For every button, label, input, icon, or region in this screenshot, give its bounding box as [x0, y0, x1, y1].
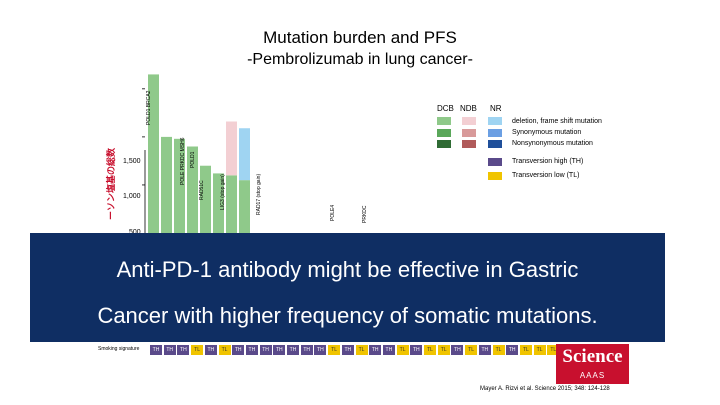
smoking-cell: TH — [245, 345, 258, 355]
bar-dcb-1 — [161, 136, 172, 233]
legend-label-deletion: deletion, frame shift mutation — [512, 118, 602, 125]
bar-dcb-4 — [200, 165, 211, 233]
swatch-transversion-low — [488, 172, 502, 180]
science-logo-text: Science — [562, 346, 623, 367]
swatch-transversion-high — [488, 158, 502, 166]
citation: Mayer A. Rizvi et al. Science 2015; 348:… — [480, 386, 610, 392]
smoking-cell: TH — [506, 345, 519, 355]
smoking-cell: TH — [478, 345, 491, 355]
gene-label-lig3: LIG3 (stop gain) — [220, 174, 226, 210]
smoking-cell: TL — [424, 345, 436, 355]
bar-dcb-5 — [213, 173, 224, 233]
swatch-ndb-synonymous — [462, 129, 476, 137]
swatch-dcb-nonsynonymous — [437, 140, 451, 148]
gene-label-pold1-brca2: POLD1 BRCA2 — [146, 90, 152, 125]
banner-line-2: Cancer with higher frequency of somatic … — [97, 303, 598, 328]
swatch-dcb-deletion — [437, 117, 451, 125]
smoking-cell: TH — [369, 345, 382, 355]
smoking-cell: TH — [314, 345, 327, 355]
swatch-nr-nonsynonymous — [488, 140, 502, 148]
banner-line-1: Anti-PD-1 antibody might be effective in… — [116, 257, 579, 282]
y-tick-1500: 1,500 — [123, 158, 141, 165]
legend-label-transversion-high: Transversion high (TH) — [512, 158, 584, 165]
smoking-cell: TH — [177, 345, 190, 355]
smoking-cell: TL — [396, 345, 409, 355]
smoking-cell: TH — [382, 345, 395, 355]
gene-label-pole-prkdc-msh6: POLE PRKDC MSH6 — [180, 137, 186, 185]
swatch-nr-deletion — [488, 117, 502, 125]
smoking-cell: TH — [259, 345, 272, 355]
smoking-cell: TL — [355, 345, 368, 355]
y-tick-500: 500 — [129, 229, 141, 236]
gene-label-pole4: POLE4 — [330, 204, 336, 221]
smoking-cell: TH — [341, 345, 354, 355]
y-axis-label: ーソン塩基の総数 — [106, 147, 116, 220]
science-logo-sub: AAAS — [579, 371, 606, 380]
smoking-cell: TL — [492, 345, 505, 355]
legend-label-nonsynonymous: Nonsynonymous mutation — [512, 140, 593, 147]
smoking-cell: TH — [410, 345, 423, 355]
smoking-cell: TH — [287, 345, 299, 355]
smoking-cell: TH — [232, 345, 245, 355]
legend-label-synonymous: Synonymous mutation — [512, 129, 582, 136]
gene-label-rad17: RAD17 (stop gain) — [256, 173, 262, 215]
bar-dcb-0 — [148, 74, 159, 234]
smoking-cell: TH — [451, 345, 464, 355]
bar-ndb-6 — [226, 121, 237, 176]
bar-dcb-2 — [174, 138, 185, 233]
smoking-cell: TH — [150, 345, 162, 355]
bar-nr-7 — [239, 128, 250, 181]
smoking-cell: TH — [300, 345, 313, 355]
bar-dcb-6 — [226, 175, 237, 233]
gene-label-rad51c: RAD51C — [199, 180, 205, 200]
message-banner — [30, 233, 665, 342]
smoking-cell: TL — [437, 345, 450, 355]
smoking-cell: TH — [163, 345, 176, 355]
legend-col-ndb: NDB — [460, 104, 477, 113]
swatch-ndb-nonsynonymous — [462, 140, 476, 148]
swatch-ndb-deletion — [462, 117, 476, 125]
gene-label-pold1: POLD1 — [190, 151, 196, 168]
gene-label-prkdc: PRKDC — [362, 205, 368, 223]
smoking-cell: TH — [273, 345, 286, 355]
smoking-cell: TL — [519, 345, 532, 355]
smoking-cell: TL — [547, 345, 560, 355]
chart-title: Mutation burden and PFS — [263, 28, 457, 47]
legend-label-transversion-low: Transversion low (TL) — [512, 172, 580, 179]
smoking-cell: TL — [533, 345, 546, 355]
science-logo: Science AAAS — [556, 344, 629, 384]
smoking-cell: TL — [465, 345, 478, 355]
bar-dcb-3 — [187, 146, 198, 233]
legend-col-nr: NR — [490, 104, 502, 113]
y-tick-1000: 1,000 — [123, 193, 141, 200]
legend-col-dcb: DCB — [437, 104, 454, 113]
chart-subtitle: -Pembrolizumab in lung cancer- — [247, 51, 473, 68]
smoking-cell: TL — [191, 345, 204, 355]
swatch-dcb-synonymous — [437, 129, 451, 137]
swatch-nr-synonymous — [488, 129, 502, 137]
smoking-signature-label: Smoking signature — [98, 346, 140, 352]
smoking-cell: TL — [328, 345, 341, 355]
smoking-cell: TL — [218, 345, 231, 355]
bar-dcb-7 — [239, 180, 250, 233]
smoking-cell: TH — [204, 345, 217, 355]
